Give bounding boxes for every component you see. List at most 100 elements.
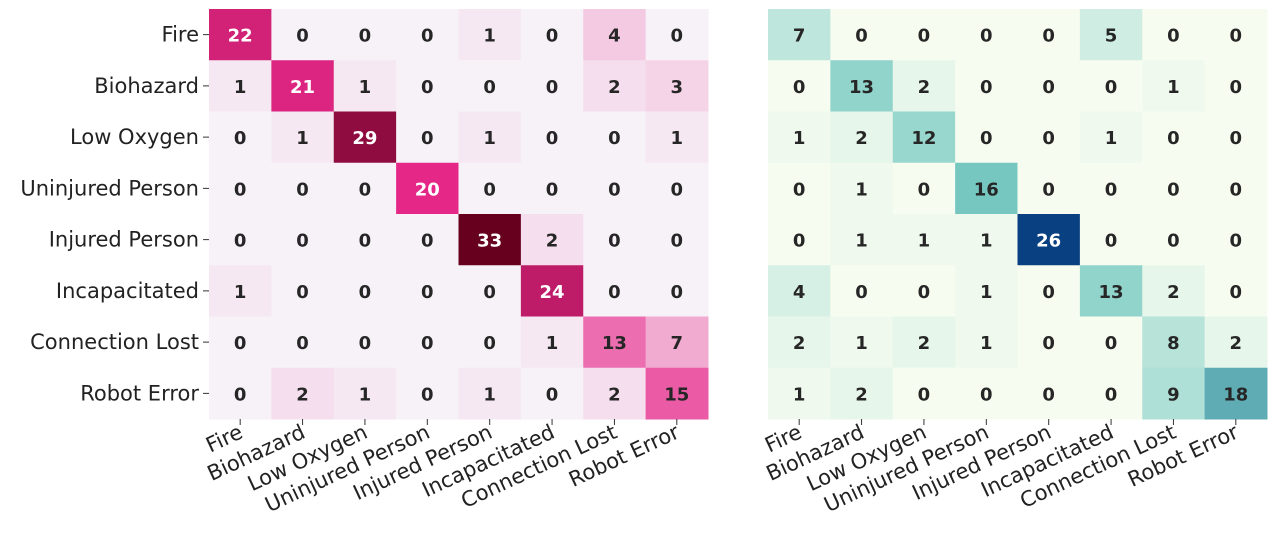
heatmap-cell xyxy=(955,111,1018,164)
cell-value-label: 0 xyxy=(980,128,993,149)
cell-value-label: 3 xyxy=(671,77,684,98)
cell-value-label: 0 xyxy=(918,384,931,405)
heatmap-cell xyxy=(396,367,459,420)
cell-value-label: 0 xyxy=(421,26,434,47)
heatmap-cell xyxy=(396,214,459,266)
cell-value-label: 0 xyxy=(671,282,684,303)
heatmap-cell xyxy=(520,265,584,317)
cell-value-label: 21 xyxy=(290,77,315,98)
cell-value-label: 18 xyxy=(1223,384,1248,405)
cell-value-label: 1 xyxy=(234,77,247,98)
heatmap-cell xyxy=(271,214,335,266)
heatmap-cell xyxy=(892,162,956,215)
heatmap-cell xyxy=(892,60,956,112)
heatmap-cell xyxy=(645,265,709,317)
heatmap-cell xyxy=(458,265,522,317)
cell-value-label: 0 xyxy=(421,231,434,252)
heatmap-cell xyxy=(645,316,709,369)
heatmap-cell xyxy=(830,60,894,112)
cell-value-label: 12 xyxy=(911,128,936,149)
cell-value-label: 0 xyxy=(296,282,309,303)
heatmap-cell xyxy=(1017,367,1081,420)
heatmap-cell xyxy=(209,265,272,317)
heatmap-cell xyxy=(830,111,894,164)
heatmap-cell xyxy=(520,214,584,266)
heatmap-cell xyxy=(768,316,831,369)
cell-value-label: 0 xyxy=(980,384,993,405)
heatmap-cell xyxy=(892,214,956,266)
heatmap-cell xyxy=(458,316,522,369)
cell-value-label: 1 xyxy=(359,384,372,405)
y-tick-label-robot-error: Robot Error xyxy=(80,381,199,405)
cell-value-label: 1 xyxy=(483,26,496,47)
heatmap-cell xyxy=(583,111,647,164)
cell-value-label: 0 xyxy=(546,26,559,47)
heatmap-cell xyxy=(458,162,522,215)
cell-value-label: 1 xyxy=(483,384,496,405)
cell-value-label: 0 xyxy=(608,282,621,303)
cell-value-label: 1 xyxy=(855,179,868,200)
heatmap-cell xyxy=(271,265,335,317)
heatmap-cell xyxy=(333,367,397,420)
cell-value-label: 0 xyxy=(793,179,806,200)
cell-value-label: 0 xyxy=(671,26,684,47)
heatmap-cell xyxy=(1204,265,1268,317)
heatmap-cell xyxy=(520,111,584,164)
cell-value-label: 0 xyxy=(421,384,434,405)
cell-value-label: 29 xyxy=(352,128,377,149)
cell-value-label: 0 xyxy=(1042,128,1055,149)
heatmap-cell xyxy=(209,316,272,369)
heatmap-cell xyxy=(645,162,709,215)
cell-value-label: 0 xyxy=(296,179,309,200)
heatmap-cell xyxy=(645,60,709,112)
cell-value-label: 0 xyxy=(793,77,806,98)
heatmap-cell xyxy=(1017,214,1081,266)
cell-value-label: 1 xyxy=(234,282,247,303)
cell-value-label: 2 xyxy=(793,333,806,354)
cell-value-label: 0 xyxy=(483,282,496,303)
heatmap-cell xyxy=(271,111,335,164)
heatmap-cell xyxy=(1079,265,1143,317)
cell-value-label: 8 xyxy=(1167,333,1180,354)
cell-value-label: 1 xyxy=(980,333,993,354)
heatmap-cell xyxy=(892,111,956,164)
cell-value-label: 0 xyxy=(546,128,559,149)
heatmap-cell xyxy=(955,214,1018,266)
cell-value-label: 0 xyxy=(1230,231,1243,252)
heatmap-cell xyxy=(645,214,709,266)
heatmap-cell xyxy=(955,265,1018,317)
heatmap-cell xyxy=(520,9,584,61)
heatmap-cell xyxy=(1017,162,1081,215)
cell-value-label: 5 xyxy=(1105,26,1118,47)
cell-value-label: 2 xyxy=(608,384,621,405)
cell-value-label: 0 xyxy=(483,77,496,98)
cell-value-label: 0 xyxy=(234,333,247,354)
heatmap-cell xyxy=(209,214,272,266)
cell-value-label: 1 xyxy=(793,128,806,149)
heatmap-cell xyxy=(1204,60,1268,112)
cell-value-label: 1 xyxy=(546,333,559,354)
cell-value-label: 1 xyxy=(1167,77,1180,98)
cell-value-label: 0 xyxy=(918,282,931,303)
heatmap-cell xyxy=(583,367,647,420)
cell-value-label: 1 xyxy=(980,282,993,303)
heatmap-cell xyxy=(1079,9,1143,61)
heatmap-cell xyxy=(583,60,647,112)
heatmap-cell xyxy=(955,60,1018,112)
cell-value-label: 0 xyxy=(359,333,372,354)
heatmap-cell xyxy=(1204,9,1268,61)
heatmap-cell xyxy=(830,316,894,369)
cell-value-label: 0 xyxy=(234,384,247,405)
cell-value-label: 1 xyxy=(671,128,684,149)
cell-value-label: 4 xyxy=(793,282,806,303)
heatmap-cell xyxy=(1079,111,1143,164)
cell-value-label: 20 xyxy=(415,179,440,200)
cell-value-label: 9 xyxy=(1167,384,1180,405)
cell-value-label: 0 xyxy=(359,231,372,252)
heatmap-cell xyxy=(830,9,894,61)
cell-value-label: 0 xyxy=(1042,282,1055,303)
heatmap-cell xyxy=(396,9,459,61)
cell-value-label: 0 xyxy=(1167,179,1180,200)
heatmap-right: 7 0 0 0 0 5 0 00 13 2 0 0 0 1 01 2 12 0 0 1 0 00 1 0 16 0 0 0 00 1 1 1 2… xyxy=(761,9,1268,517)
